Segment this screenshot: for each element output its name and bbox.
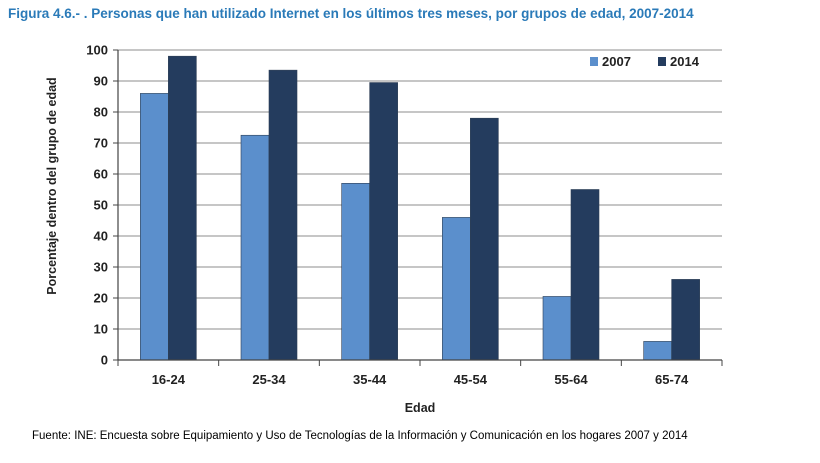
- x-tick-label: 55-64: [554, 372, 588, 387]
- legend-label-2014: 2014: [670, 54, 700, 69]
- bar-2007-45-54: [442, 217, 471, 361]
- y-tick-label: 70: [94, 136, 108, 151]
- x-tick-label: 65-74: [655, 372, 689, 387]
- y-tick-label: 40: [94, 229, 108, 244]
- bar-2014-65-74: [671, 279, 700, 361]
- bar-2007-55-64: [542, 296, 572, 361]
- bar-2014-25-34: [268, 69, 298, 361]
- x-tick-label: 35-44: [353, 372, 387, 387]
- y-tick-label: 100: [86, 43, 108, 58]
- x-tick-label: 16-24: [152, 372, 186, 387]
- bar-chart: 0 10 20 30 40 50 60 70 80 90 100 16-24 25-34 35-44 45…: [45, 43, 723, 415]
- bar-2007-16-24: [140, 93, 169, 361]
- bar-2014-55-64: [570, 189, 600, 361]
- x-axis-ticks: 16-24 25-34 35-44 45-54 55-64 65-74: [117, 360, 723, 387]
- x-tick-label: 25-34: [252, 372, 286, 387]
- bar-2007-25-34: [240, 134, 270, 361]
- x-tick-label: 45-54: [454, 372, 488, 387]
- y-tick-label: 0: [101, 353, 108, 368]
- legend: 2007 2014: [590, 54, 700, 69]
- bar-2014-45-54: [470, 117, 499, 361]
- legend-swatch-2007: [590, 57, 598, 66]
- y-tick-label: 10: [94, 322, 108, 337]
- bars: [140, 55, 700, 361]
- bar-2007-35-44: [341, 183, 370, 361]
- y-axis-ticks: 0 10 20 30 40 50 60 70 80 90 100: [86, 43, 118, 368]
- legend-swatch-2014: [658, 57, 666, 66]
- legend-label-2007: 2007: [602, 54, 631, 69]
- y-tick-label: 60: [94, 167, 108, 182]
- figure-title: Figura 4.6.- . Personas que han utilizad…: [8, 6, 694, 21]
- gridlines: [118, 49, 722, 330]
- x-axis-label: Edad: [405, 401, 436, 415]
- y-tick-label: 30: [94, 260, 108, 275]
- y-axis-label: Porcentaje dentro del grupo de edad: [45, 77, 59, 294]
- bar-2014-16-24: [168, 55, 197, 361]
- bar-2007-65-74: [643, 341, 672, 361]
- source-note: Fuente: INE: Encuesta sobre Equipamiento…: [32, 430, 688, 442]
- bar-2014-35-44: [369, 82, 398, 361]
- y-tick-label: 20: [94, 291, 108, 306]
- y-tick-label: 90: [94, 74, 108, 89]
- y-tick-label: 50: [94, 198, 108, 213]
- y-tick-label: 80: [94, 105, 108, 120]
